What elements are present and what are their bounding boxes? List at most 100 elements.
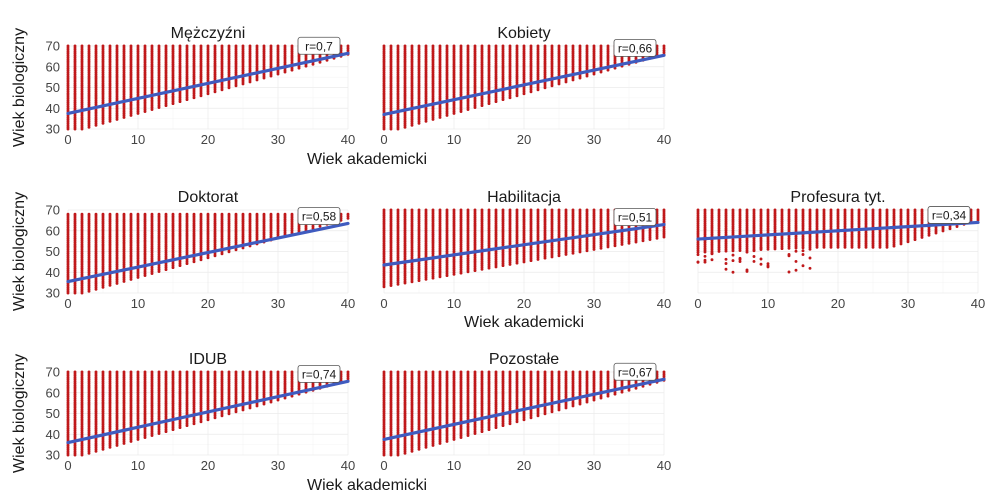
panel-title: Doktorat [178, 189, 239, 206]
data-point [794, 268, 798, 272]
x-tick-label: 30 [587, 296, 601, 311]
data-point [829, 208, 833, 212]
data-point [157, 212, 161, 216]
x-tick-label: 30 [271, 132, 285, 147]
data-point [87, 212, 91, 216]
data-point [227, 212, 231, 216]
data-point [108, 212, 112, 216]
x-tick-label: 0 [64, 132, 71, 147]
data-point [283, 44, 287, 48]
data-point [192, 80, 196, 84]
data-point [850, 208, 854, 212]
data-point [445, 208, 449, 212]
data-point [164, 212, 168, 216]
data-point [801, 253, 805, 256]
data-point [529, 208, 533, 212]
data-point [564, 208, 568, 212]
data-point [129, 44, 133, 48]
data-point [73, 212, 77, 216]
data-point [143, 212, 147, 216]
data-point [66, 44, 70, 48]
data-point [752, 259, 756, 263]
data-point [213, 59, 217, 63]
data-point [178, 94, 182, 98]
data-point [122, 44, 126, 48]
data-point [536, 208, 540, 212]
data-point [80, 44, 84, 48]
data-point [780, 208, 784, 212]
panel-title: Mężczyźni [171, 25, 246, 42]
data-point [438, 208, 442, 212]
data-point [255, 212, 259, 216]
data-point [199, 71, 203, 75]
data-point [745, 250, 749, 254]
data-point [571, 208, 575, 212]
data-point [452, 208, 456, 212]
panel-title: Habilitacja [487, 189, 561, 206]
data-point [290, 44, 294, 48]
data-point [745, 208, 749, 212]
x-tick-label: 10 [447, 132, 461, 147]
data-point [178, 50, 182, 54]
data-point [808, 256, 812, 260]
data-point [724, 262, 728, 265]
y-tick-label: 60 [46, 59, 60, 74]
data-point [801, 249, 805, 253]
data-point [234, 44, 238, 48]
data-point [703, 254, 707, 258]
data-point [843, 208, 847, 212]
data-point [417, 44, 421, 48]
data-point [487, 208, 491, 212]
data-point [815, 208, 819, 212]
data-point [283, 212, 287, 216]
data-point [206, 44, 210, 48]
r-label-box [297, 36, 341, 55]
data-point [129, 212, 133, 216]
data-point [787, 252, 791, 256]
data-point [213, 44, 217, 48]
y-tick-label: 60 [46, 223, 60, 238]
data-point [171, 212, 175, 216]
data-point [494, 44, 498, 48]
data-point [710, 208, 714, 212]
data-point [662, 208, 666, 212]
x-tick-label: 20 [517, 296, 531, 311]
data-point [585, 44, 589, 48]
y-tick-label: 50 [46, 80, 60, 95]
data-point [178, 73, 182, 77]
data-point [578, 208, 582, 212]
x-tick-label: 10 [131, 132, 145, 147]
x-tick-label: 20 [517, 132, 531, 147]
data-point [178, 44, 182, 48]
data-point [213, 212, 217, 216]
data-point [438, 44, 442, 48]
y-tick-label: 40 [46, 101, 60, 116]
x-tick-label: 40 [657, 296, 671, 311]
data-point [213, 90, 217, 94]
data-point [382, 44, 386, 48]
data-point [94, 212, 98, 216]
data-point [241, 44, 245, 48]
data-point [192, 94, 196, 98]
data-point [220, 44, 224, 48]
data-point [731, 270, 735, 274]
x-tick-label: 40 [657, 132, 671, 147]
data-point [473, 44, 477, 48]
y-tick-label: 40 [46, 265, 60, 280]
data-point [501, 44, 505, 48]
data-point [752, 208, 756, 212]
data-point [808, 247, 812, 251]
data-point [115, 212, 119, 216]
data-point [290, 212, 294, 216]
data-point [157, 44, 161, 48]
data-point [745, 269, 749, 273]
data-point [227, 44, 231, 48]
r-label: r=0,51 [618, 211, 653, 225]
data-point [599, 44, 603, 48]
x-tick-label: 40 [341, 132, 355, 147]
data-point [794, 208, 798, 212]
data-point [731, 259, 735, 263]
